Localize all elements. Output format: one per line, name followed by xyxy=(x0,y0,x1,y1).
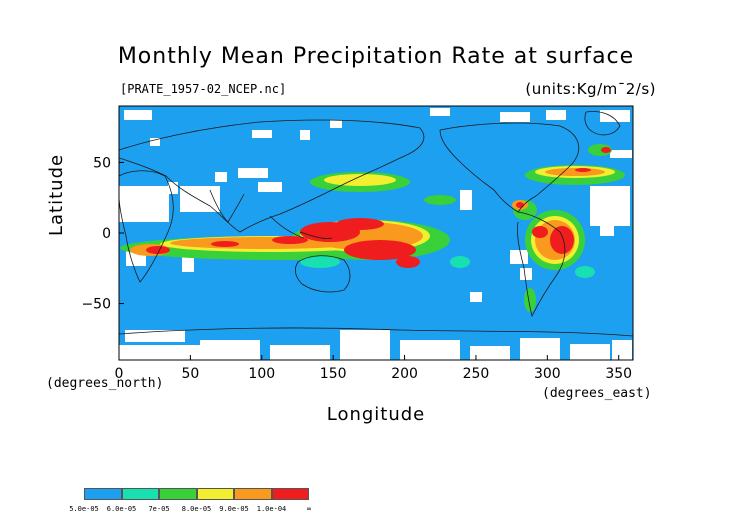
x-tick-label: 250 xyxy=(463,366,490,382)
file-label: [PRATE_1957-02_NCEP.nc] xyxy=(120,82,287,96)
x-axis-unit: (degrees_east) xyxy=(542,386,652,401)
legend-label: 5.0e-05 xyxy=(69,505,99,513)
y-axis-title: Latitude xyxy=(46,153,67,236)
x-tick-label: 0 xyxy=(115,366,124,382)
x-tick-label: 200 xyxy=(391,366,418,382)
band-1e-04 xyxy=(146,147,611,268)
legend-swatch xyxy=(84,488,122,500)
y-tick-label: 0 xyxy=(102,226,111,242)
missing-data-patches xyxy=(119,108,632,360)
precipitation-field xyxy=(119,108,633,360)
coastlines xyxy=(119,111,633,337)
units-label: (units:Kg/m¯2/s) xyxy=(525,80,656,98)
y-axis-unit: (degrees_north) xyxy=(46,376,164,391)
legend-label: 9.0e-05 xyxy=(219,505,249,513)
legend-swatch xyxy=(234,488,272,500)
chart-title: Monthly Mean Precipitation Rate at surfa… xyxy=(117,44,635,69)
precipitation-map: 0 50 100 150 200 250 300 350 50 0 −50 xyxy=(81,105,634,382)
x-tick-label: 100 xyxy=(248,366,275,382)
legend-swatch xyxy=(196,488,234,500)
y-tick-label: 50 xyxy=(93,155,111,171)
legend-swatch xyxy=(121,488,159,500)
y-tick-label: −50 xyxy=(81,297,111,313)
x-tick-label: 50 xyxy=(181,366,199,382)
legend-label: 6.0e-05 xyxy=(106,505,137,513)
legend-swatch xyxy=(271,488,309,500)
legend-label: 8.0e-05 xyxy=(181,505,212,513)
band-6e-05 xyxy=(300,256,595,278)
legend-end-label: ∞ xyxy=(306,505,312,513)
x-axis-ticks: 0 50 100 150 200 250 300 350 xyxy=(115,355,632,382)
legend-swatch xyxy=(159,488,197,500)
x-tick-label: 150 xyxy=(320,366,347,382)
x-tick-label: 350 xyxy=(605,366,632,382)
legend-label: 7e-05 xyxy=(148,505,170,513)
x-tick-label: 300 xyxy=(534,366,561,382)
y-axis-ticks: 50 0 −50 xyxy=(81,155,124,313)
x-axis-title: Longitude xyxy=(326,404,426,425)
legend-label: 1.0e-04 xyxy=(256,505,287,513)
